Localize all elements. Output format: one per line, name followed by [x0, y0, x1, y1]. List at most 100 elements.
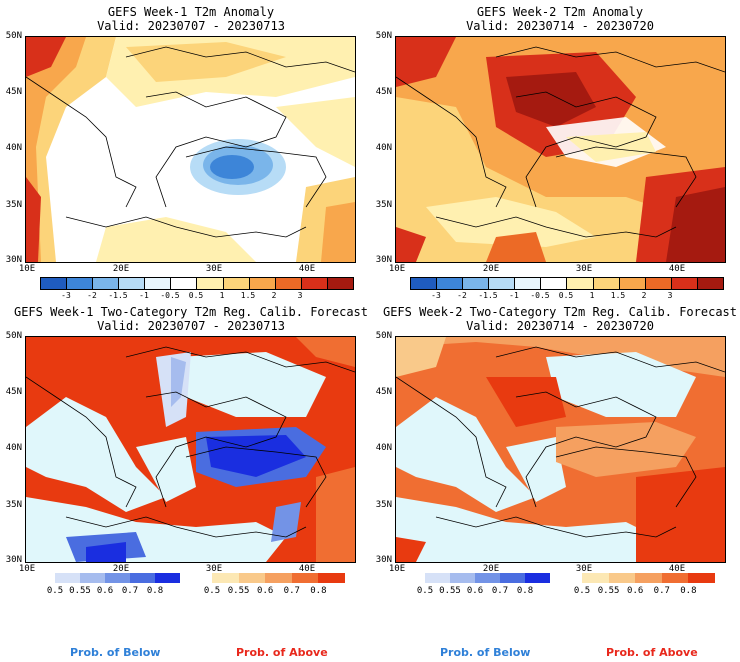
colorbar-tick-label: -0.5 — [530, 291, 550, 300]
panel1-anomaly-map — [25, 36, 356, 263]
colorbar-swatch — [661, 573, 689, 583]
colorbar-swatch — [619, 278, 646, 289]
colorbar-tick-label: 0.7 — [491, 586, 509, 596]
legend-prob-below-left: Prob. of Below — [70, 646, 161, 659]
panel3-below-colorbar — [55, 573, 180, 583]
panel1-anomaly-colorbar — [40, 277, 354, 290]
panel4-above-colorbar — [582, 573, 715, 583]
colorbar-tick-label: 0.8 — [146, 586, 164, 596]
colorbar-swatch — [41, 278, 68, 289]
p3-lon-30: 30E — [205, 564, 223, 574]
colorbar-tick-label: 1.5 — [610, 291, 626, 300]
p2-lon-40: 40E — [668, 264, 686, 274]
p1-lat-50: 50N — [5, 31, 22, 41]
colorbar-swatch — [67, 278, 94, 289]
p4-lat-45: 45N — [375, 387, 392, 397]
panel1-valid: Valid: 20230707 - 20230713 — [97, 19, 285, 33]
colorbar-swatch — [155, 573, 180, 583]
colorbar-tick-label: 0.6 — [627, 586, 644, 596]
colorbar-tick-label: 0.5 — [46, 586, 64, 596]
p4-lat-30: 30N — [375, 555, 392, 565]
colorbar-swatch — [265, 573, 292, 583]
colorbar-tick-label: 1 — [219, 291, 225, 300]
panel4-title: GEFS Week-2 Two-Category T2m Reg. Calib.… — [382, 305, 737, 319]
colorbar-swatch — [130, 573, 155, 583]
colorbar-swatch — [249, 278, 276, 289]
colorbar-tick-label: 0.5 — [558, 291, 574, 300]
colorbar-tick-label: 0.55 — [227, 586, 250, 596]
p1-lon-40: 40E — [298, 264, 316, 274]
colorbar-tick-label: -2 — [457, 291, 467, 300]
panel4-valid: Valid: 20230714 - 20230720 — [466, 319, 654, 333]
colorbar-tick-label: 0.55 — [439, 586, 461, 596]
panel3-probability-map — [25, 336, 356, 563]
colorbar-tick-label: 3 — [667, 291, 673, 300]
p4-lon-40: 40E — [668, 564, 686, 574]
p3-lon-10: 10E — [18, 564, 36, 574]
colorbar-swatch — [450, 573, 475, 583]
panel2-title: GEFS Week-2 T2m Anomaly — [476, 5, 644, 19]
p2-lon-30: 30E — [575, 264, 593, 274]
colorbar-tick-label: -3 — [61, 291, 71, 300]
colorbar-tick-label: -1 — [509, 291, 519, 300]
colorbar-tick-label: -0.5 — [160, 291, 180, 300]
panel4-below-colorbar — [425, 573, 550, 583]
colorbar-tick-label: 0.55 — [597, 586, 620, 596]
colorbar-swatch — [425, 573, 450, 583]
colorbar-swatch — [171, 278, 198, 289]
colorbar-swatch — [93, 278, 120, 289]
colorbar-swatch — [697, 278, 723, 289]
colorbar-swatch — [318, 573, 345, 583]
p3-lon-20: 20E — [112, 564, 130, 574]
colorbar-tick-label: 0.5 — [203, 586, 221, 596]
p3-lat-45: 45N — [5, 387, 22, 397]
p4-lat-50: 50N — [375, 331, 392, 341]
p3-lat-35: 35N — [5, 500, 22, 510]
colorbar-swatch — [212, 573, 239, 583]
p2-lon-10: 10E — [388, 264, 406, 274]
p3-lat-30: 30N — [5, 555, 22, 565]
colorbar-tick-label: 0.55 — [69, 586, 91, 596]
colorbar-tick-label: 3 — [297, 291, 303, 300]
panel2-anomaly-colorbar — [410, 277, 724, 290]
colorbar-swatch — [635, 573, 662, 583]
colorbar-tick-label: 0.8 — [680, 586, 697, 596]
colorbar-swatch — [541, 278, 568, 289]
colorbar-tick-label: 0.5 — [416, 586, 434, 596]
colorbar-tick-label: -1 — [139, 291, 149, 300]
colorbar-swatch — [327, 278, 353, 289]
p3-lat-50: 50N — [5, 331, 22, 341]
colorbar-tick-label: -2 — [87, 291, 97, 300]
colorbar-tick-label: 0.7 — [283, 586, 300, 596]
colorbar-swatch — [489, 278, 516, 289]
p3-lat-40: 40N — [5, 443, 22, 453]
panel3-valid: Valid: 20230707 - 20230713 — [97, 319, 285, 333]
p2-lat-40: 40N — [375, 143, 392, 153]
panel2-valid: Valid: 20230714 - 20230720 — [466, 19, 654, 33]
colorbar-swatch — [688, 573, 715, 583]
p2-lat-50: 50N — [375, 31, 392, 41]
colorbar-swatch — [411, 278, 438, 289]
panel1-title: GEFS Week-1 T2m Anomaly — [107, 5, 275, 19]
colorbar-swatch — [525, 573, 550, 583]
p2-lat-35: 35N — [375, 200, 392, 210]
colorbar-tick-label: 0.5 — [573, 586, 591, 596]
colorbar-tick-label: 0.8 — [516, 586, 534, 596]
colorbar-swatch — [55, 573, 80, 583]
colorbar-tick-label: 0.8 — [310, 586, 327, 596]
p1-lat-40: 40N — [5, 143, 22, 153]
p1-lat-30: 30N — [5, 255, 22, 265]
p4-lon-10: 10E — [388, 564, 406, 574]
colorbar-swatch — [80, 573, 105, 583]
legend-prob-above-left: Prob. of Above — [236, 646, 328, 659]
colorbar-tick-label: 0.7 — [653, 586, 670, 596]
colorbar-swatch — [197, 278, 224, 289]
p4-lat-40: 40N — [375, 443, 392, 453]
colorbar-swatch — [437, 278, 464, 289]
colorbar-swatch — [238, 573, 266, 583]
colorbar-swatch — [275, 278, 302, 289]
colorbar-swatch — [582, 573, 609, 583]
p4-lon-20: 20E — [482, 564, 500, 574]
colorbar-swatch — [223, 278, 250, 289]
p2-lat-30: 30N — [375, 255, 392, 265]
